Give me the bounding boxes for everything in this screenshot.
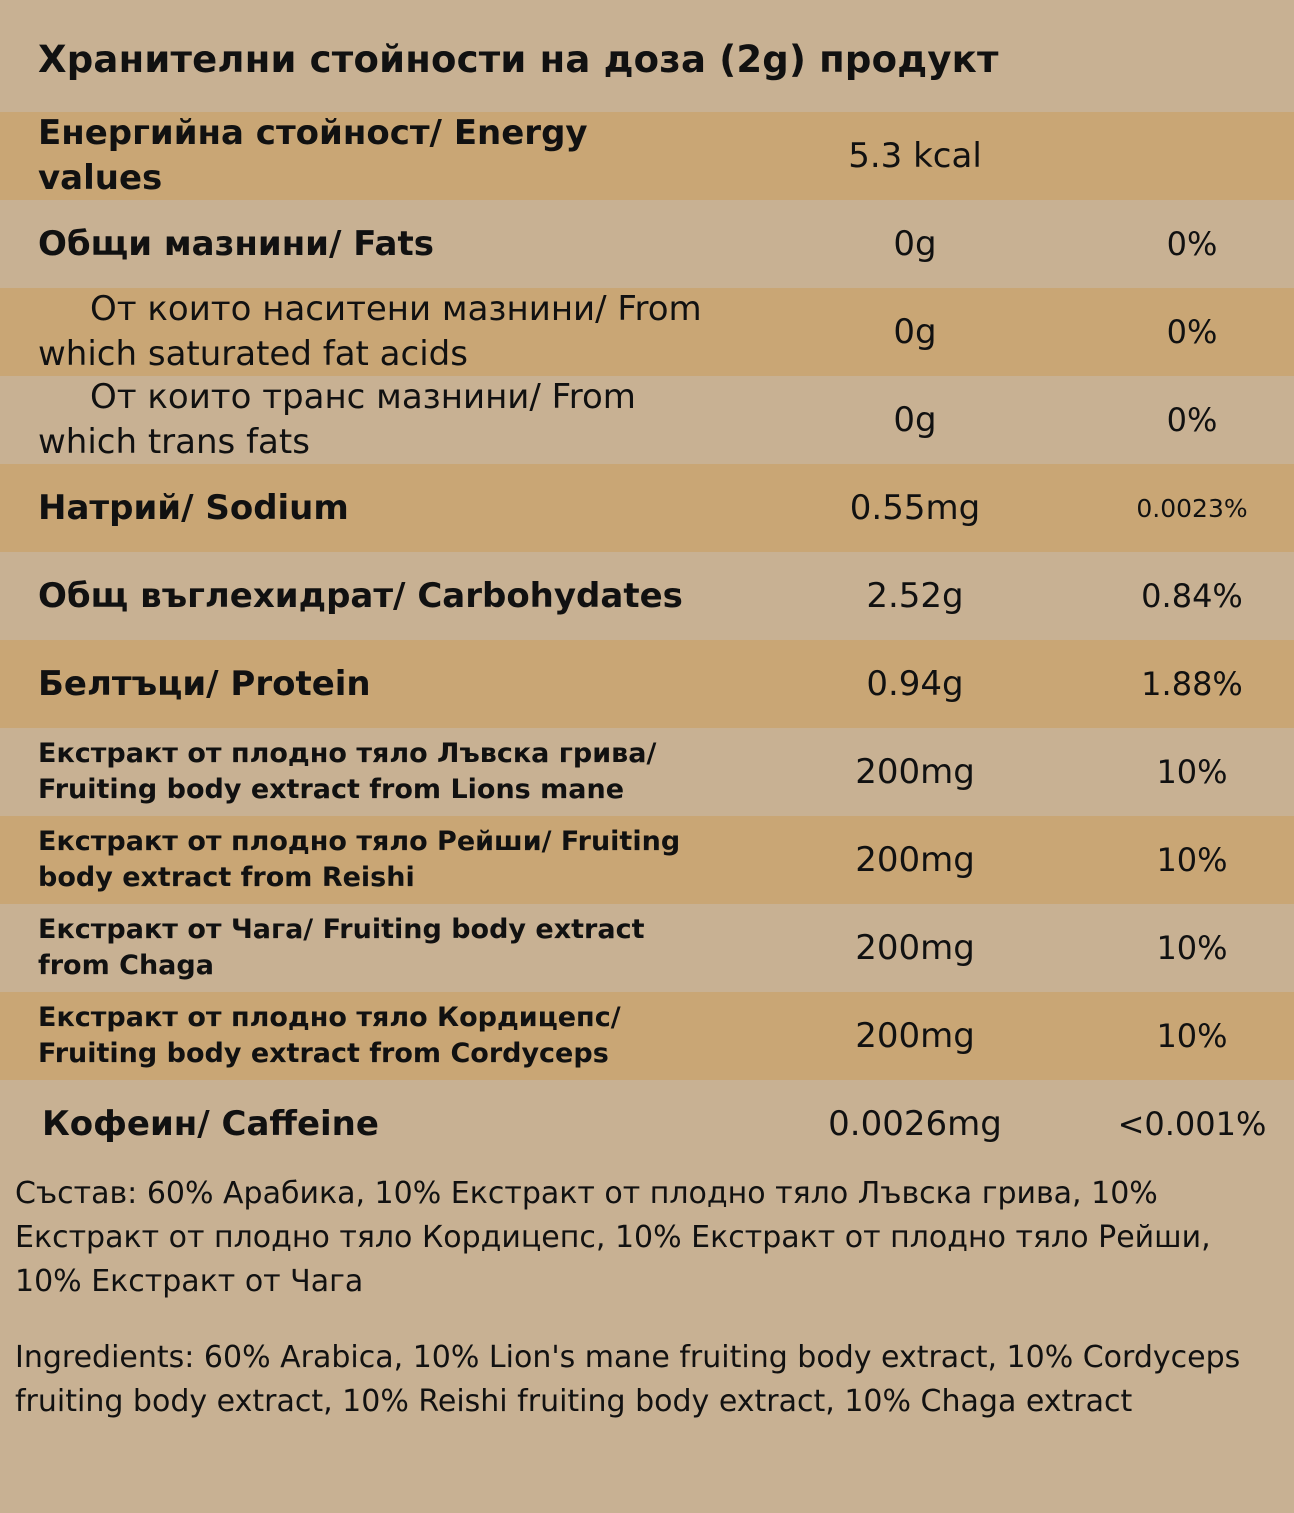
- table-row-energy: Енергийна стойност/ Energy values 5.3 kc…: [0, 112, 1294, 200]
- label-bg: Белтъци/: [38, 663, 231, 704]
- row-label: Кофеин/ Caffeine: [42, 1080, 722, 1168]
- row-value: 0g: [893, 400, 937, 440]
- row-percent: 10%: [1156, 1017, 1228, 1055]
- table-row-carbohydrates: Общ въглехидрат/ Carbohydates 2.52g 0.84…: [0, 552, 1294, 640]
- row-percent: 0.84%: [1141, 577, 1243, 615]
- table-row-fats: Общи мазнини/ Fats 0g 0%: [0, 200, 1294, 288]
- row-value: 200mg: [855, 840, 975, 880]
- label-en: Fruiting body extract from Reishi: [38, 826, 681, 893]
- table-row-saturated-fat: От които наситени мазнини/ From which sa…: [0, 288, 1294, 376]
- row-label: Белтъци/ Protein: [38, 640, 718, 728]
- row-value: 200mg: [855, 1016, 975, 1056]
- row-value: 2.52g: [866, 576, 964, 616]
- row-value: 5.3 kcal: [848, 136, 982, 176]
- label-bg: Екстракт от Чага/: [38, 914, 323, 945]
- label-text: От които наситени мазнини/ From which sa…: [38, 289, 702, 374]
- row-value: 0g: [893, 312, 937, 352]
- label-en: Sodium: [205, 487, 349, 528]
- row-label: Общ въглехидрат/ Carbohydates: [38, 552, 718, 640]
- table-row-trans-fat: От които транс мазнини/ From which trans…: [0, 376, 1294, 464]
- label-en: Protein: [230, 663, 371, 704]
- label-en: Fruiting body extract from Lions mane: [38, 774, 625, 805]
- page-title: Хранителни стойности на доза (2g) продук…: [38, 38, 999, 81]
- row-value: 200mg: [855, 928, 975, 968]
- row-value: 200mg: [855, 752, 975, 792]
- table-row-lions-mane: Екстракт от плодно тяло Лъвска грива/ Fr…: [0, 728, 1294, 816]
- row-percent: 10%: [1156, 753, 1228, 791]
- label-en: Fruiting body extract from Cordyceps: [38, 1038, 609, 1069]
- label-en: Fruiting body extract from Chaga: [38, 914, 645, 981]
- row-percent: 0%: [1166, 401, 1218, 439]
- row-percent: 0.0023%: [1136, 493, 1248, 523]
- ingredients-en-text: Ingredients: 60% Arabica, 10% Lion's man…: [15, 1340, 1241, 1419]
- row-label: Екстракт от Чага/ Fruiting body extract …: [38, 904, 718, 992]
- row-percent: 0%: [1166, 225, 1218, 263]
- row-percent: 10%: [1156, 929, 1228, 967]
- label-bg: Екстракт от плодно тяло Рейши/: [38, 826, 561, 857]
- label-text: От които транс мазнини/ From which trans…: [38, 377, 636, 462]
- row-percent: 0%: [1166, 313, 1218, 351]
- table-row-reishi: Екстракт от плодно тяло Рейши/ Fruiting …: [0, 816, 1294, 904]
- row-label: От които наситени мазнини/ From which sa…: [38, 288, 718, 376]
- row-percent: 1.88%: [1141, 665, 1243, 703]
- table-row-cordyceps: Екстракт от плодно тяло Кордицепс/ Fruit…: [0, 992, 1294, 1080]
- table-row-protein: Белтъци/ Protein 0.94g 1.88%: [0, 640, 1294, 728]
- label-en: Caffeine: [221, 1103, 379, 1144]
- label-en: Carbohydates: [417, 575, 683, 616]
- row-label: Общи мазнини/ Fats: [38, 200, 718, 288]
- row-percent: [1092, 112, 1292, 200]
- label-bg: Кофеин/: [42, 1103, 222, 1144]
- label-en: Energy values: [38, 113, 588, 198]
- label-bg: Натрий/: [38, 487, 206, 528]
- table-row-caffeine: Кофеин/ Caffeine 0.0026mg <0.001%: [0, 1080, 1294, 1168]
- row-percent: 10%: [1156, 841, 1228, 879]
- row-value: 0.0026mg: [828, 1104, 1002, 1144]
- row-label: От които транс мазнини/ From which trans…: [38, 376, 718, 464]
- label-bg: Общи мазнини/: [38, 223, 354, 264]
- label-bg: Енергийна стойност/: [38, 113, 454, 153]
- label-en: Fats: [353, 223, 434, 264]
- nutrition-table: Енергийна стойност/ Energy values 5.3 kc…: [0, 112, 1294, 1168]
- row-percent: <0.001%: [1117, 1105, 1267, 1143]
- row-label: Екстракт от плодно тяло Лъвска грива/ Fr…: [38, 728, 718, 816]
- row-label: Екстракт от плодно тяло Рейши/ Fruiting …: [38, 816, 718, 904]
- label-bg: Екстракт от плодно тяло Кордицепс/: [38, 1002, 621, 1033]
- table-row-chaga: Екстракт от Чага/ Fruiting body extract …: [0, 904, 1294, 992]
- row-label: Натрий/ Sodium: [38, 464, 718, 552]
- row-value: 0g: [893, 224, 937, 264]
- table-row-sodium: Натрий/ Sodium 0.55mg 0.0023%: [0, 464, 1294, 552]
- label-bg: Екстракт от плодно тяло Лъвска грива/: [38, 738, 657, 769]
- label-bg: Общ въглехидрат/: [38, 575, 418, 616]
- row-label: Енергийна стойност/ Energy values: [38, 112, 718, 200]
- composition-bg-text: Състав: 60% Арабика, 10% Екстракт от пло…: [15, 1176, 1211, 1299]
- row-value: 0.55mg: [849, 488, 981, 528]
- row-label: Екстракт от плодно тяло Кордицепс/ Fruit…: [38, 992, 718, 1080]
- row-value: 0.94g: [866, 664, 964, 704]
